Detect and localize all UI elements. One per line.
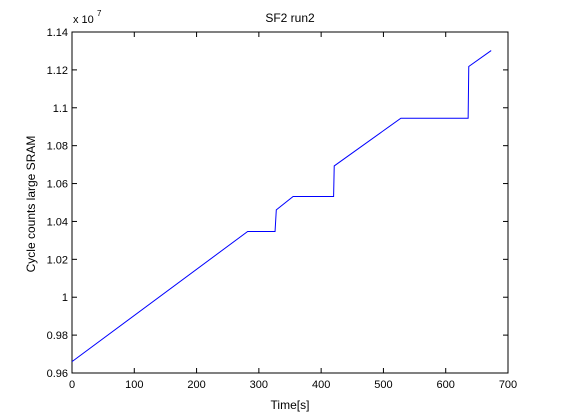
y-multiplier-label: x 10 [73, 14, 94, 26]
series-line [71, 50, 492, 363]
y-tick-label: 0.96 [47, 368, 68, 380]
y-tick-label: 1.1 [53, 103, 68, 115]
y-axis: 0.96 0.98 1 1.02 1.04 1.06 1.08 1.1 1.12 1.14 [47, 27, 508, 380]
x-tick-label: 500 [374, 379, 392, 391]
x-axis: 0 100 200 300 400 500 600 700 [69, 32, 517, 391]
y-axis-label: Cycle counts large SRAM [24, 136, 38, 273]
y-tick-label: 1.06 [47, 179, 68, 191]
chart-title: SF2 run2 [265, 11, 315, 25]
x-tick-label: 300 [250, 379, 268, 391]
x-tick-label: 700 [499, 379, 517, 391]
y-tick-label: 1 [62, 292, 68, 304]
x-tick-label: 0 [69, 379, 75, 391]
y-multiplier-exponent: 7 [97, 9, 102, 18]
y-tick-label: 1.02 [47, 254, 68, 266]
series-layer [71, 50, 492, 363]
y-tick-label: 1.14 [47, 27, 68, 39]
x-tick-label: 400 [312, 379, 330, 391]
y-tick-label: 1.12 [47, 65, 68, 77]
y-tick-label: 1.08 [47, 141, 68, 153]
x-axis-label: Time[s] [271, 398, 310, 412]
y-tick-label: 0.98 [47, 330, 68, 342]
x-tick-label: 200 [187, 379, 205, 391]
x-tick-label: 100 [125, 379, 143, 391]
y-tick-label: 1.04 [47, 216, 68, 228]
plot-area [71, 31, 509, 374]
x-tick-label: 600 [437, 379, 455, 391]
